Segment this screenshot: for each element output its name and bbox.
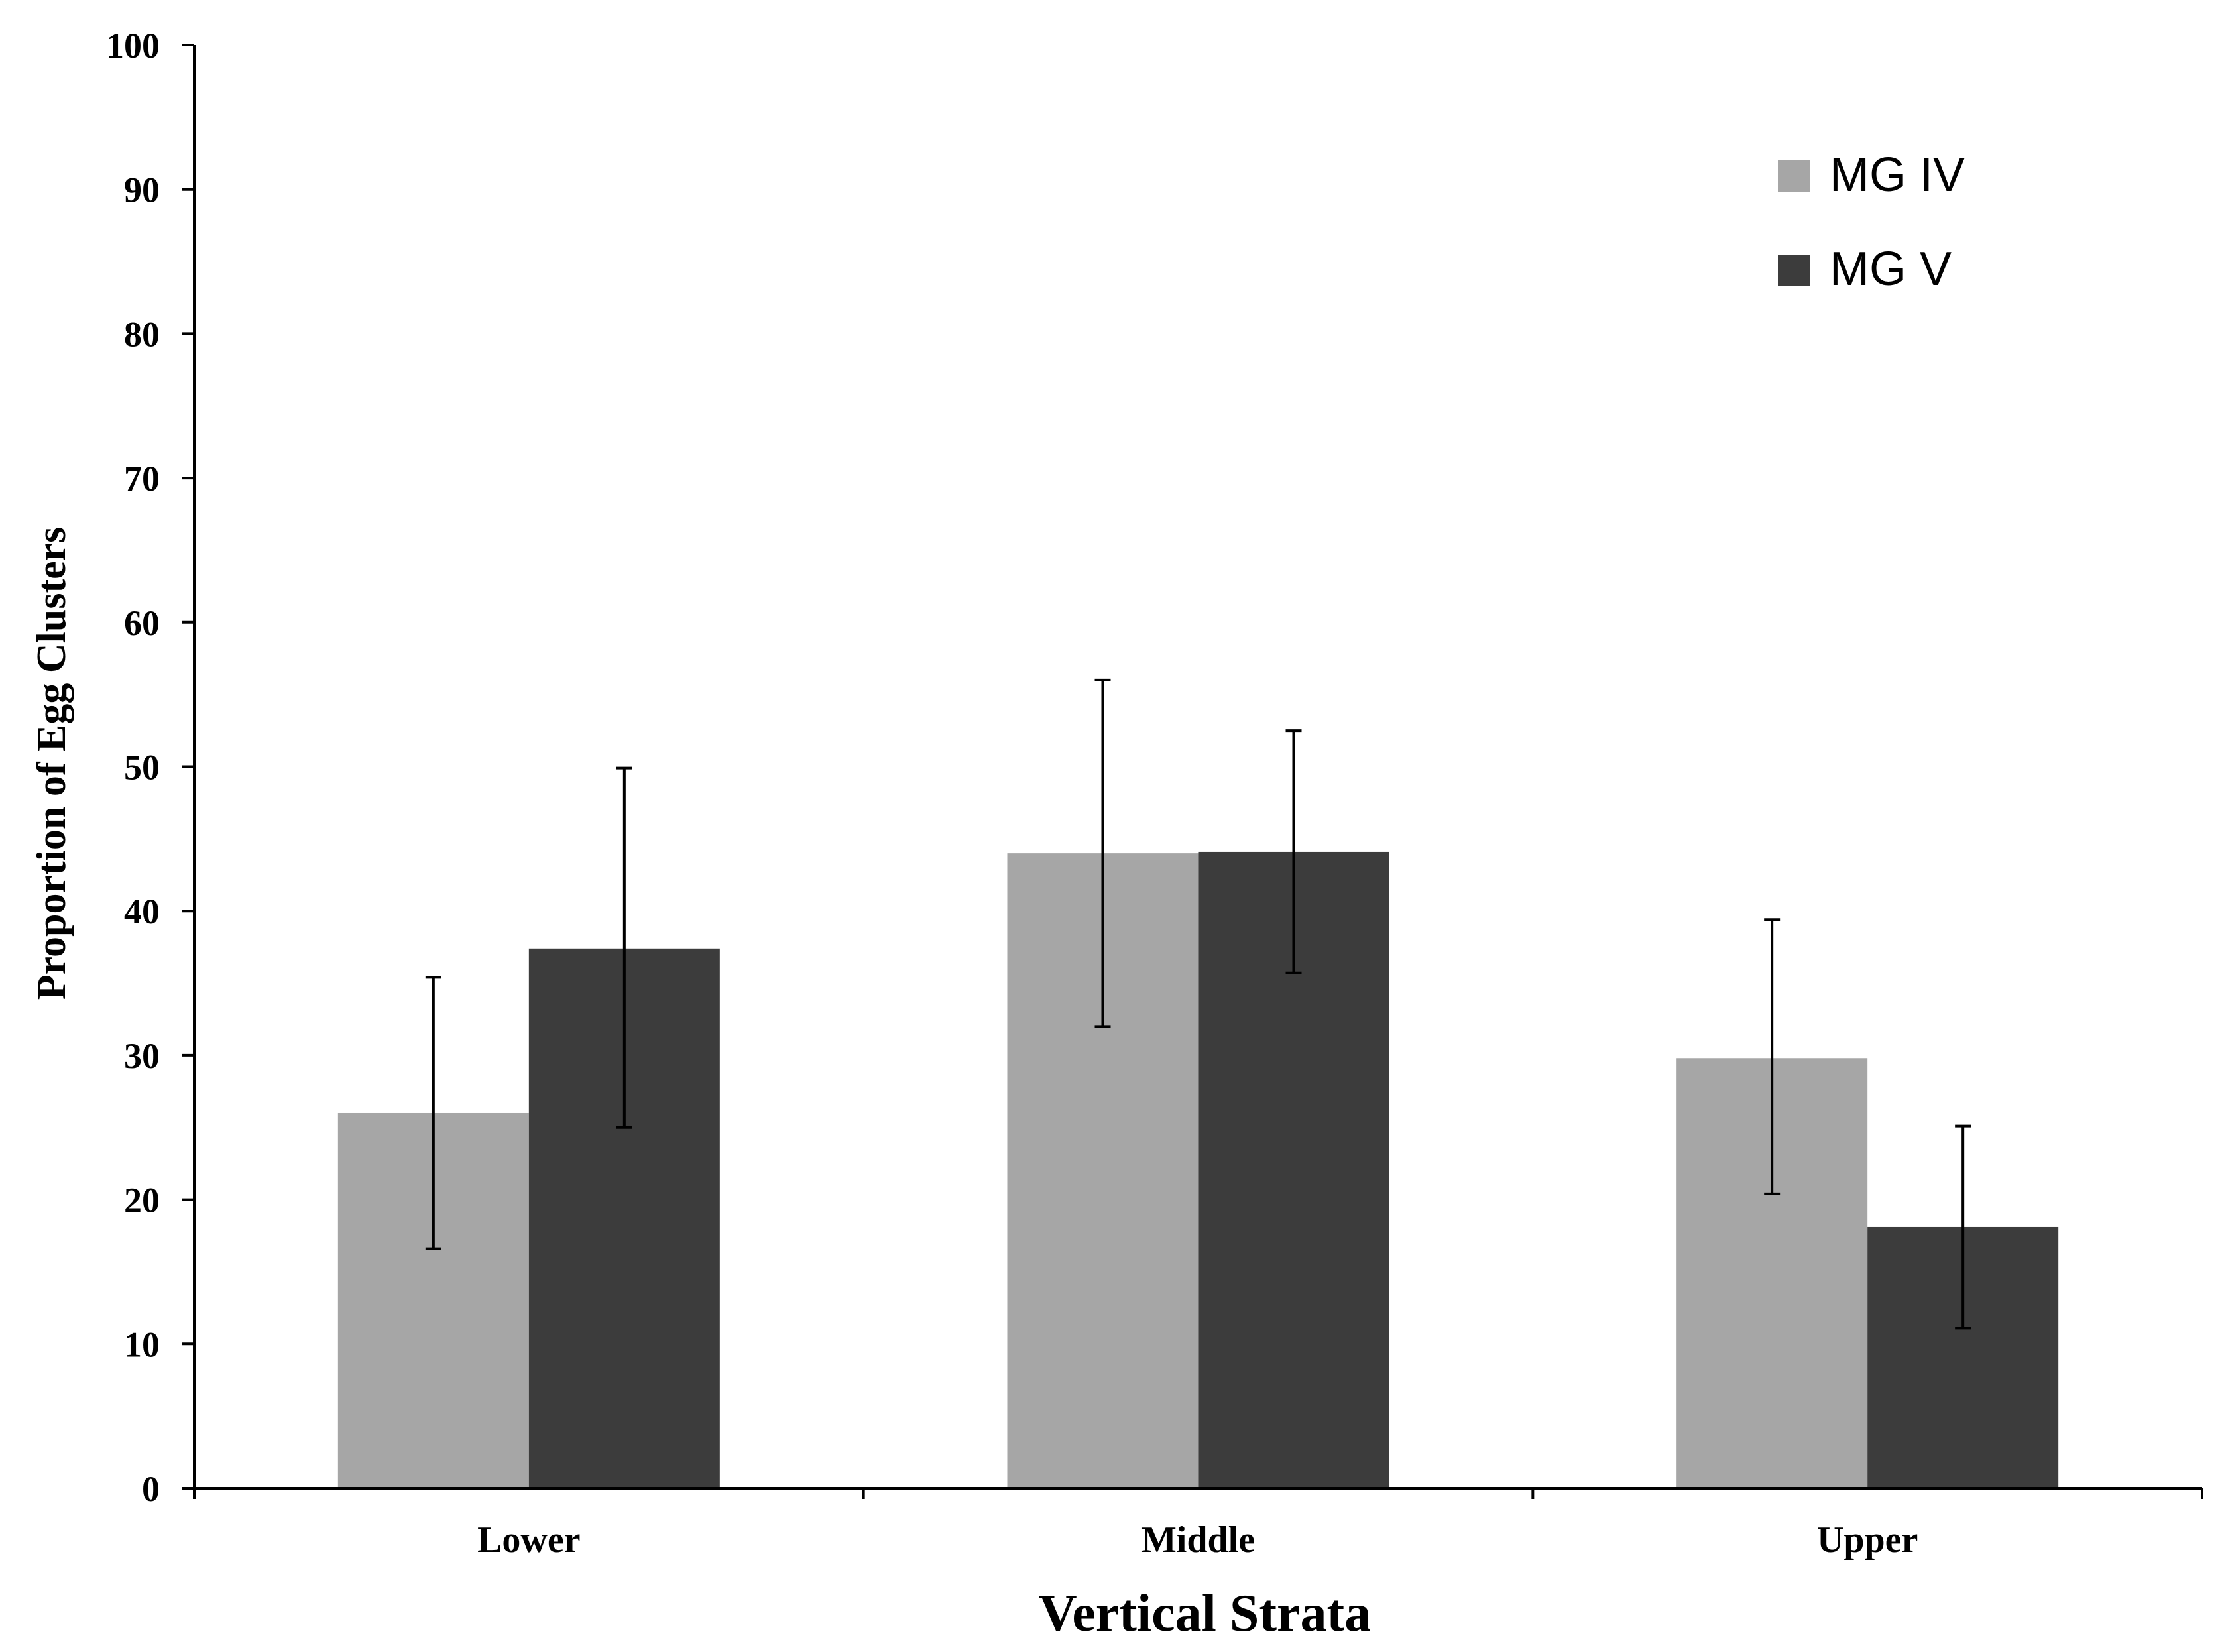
error-bar [1094, 678, 1111, 1028]
y-axis-title: Proportion of Egg Clusters [29, 527, 74, 1000]
error-bar [1955, 1124, 1971, 1330]
legend: MG IV MG V [1778, 148, 1965, 296]
y-tick-label: 70 [124, 459, 160, 499]
legend-item: MG IV [1778, 148, 1965, 202]
bars-layer [337, 851, 2059, 1488]
y-tick-label: 80 [124, 314, 160, 354]
x-axis-ticks: Lower Middle Upper [193, 1488, 2203, 1561]
error-bar [1764, 918, 1781, 1195]
error-bar [425, 976, 441, 1250]
y-tick-label: 100 [106, 26, 160, 66]
y-tick-label: 30 [124, 1036, 160, 1076]
y-tick-label: 90 [124, 170, 160, 210]
legend-swatch [1778, 255, 1810, 286]
error-bar [616, 766, 632, 1129]
y-axis-ticks: 0 10 20 30 40 50 60 70 80 90 100 [106, 26, 194, 1509]
legend-label: MG V [1830, 243, 1952, 296]
legend-label: MG IV [1830, 148, 1965, 202]
x-axis-title: Vertical Strata [1039, 1584, 1371, 1643]
legend-swatch [1778, 160, 1810, 192]
y-tick-label: 10 [124, 1325, 160, 1364]
x-category-label: Lower [477, 1519, 581, 1561]
x-category-label: Middle [1141, 1519, 1255, 1561]
error-bars-layer [425, 678, 1971, 1330]
error-bar [1285, 729, 1302, 974]
y-tick-label: 60 [124, 603, 160, 643]
y-tick-label: 0 [142, 1469, 160, 1509]
x-category-label: Upper [1817, 1519, 1918, 1561]
y-tick-label: 20 [124, 1181, 160, 1220]
legend-item: MG V [1778, 243, 1952, 296]
y-tick-label: 40 [124, 892, 160, 931]
y-tick-label: 50 [124, 748, 160, 788]
